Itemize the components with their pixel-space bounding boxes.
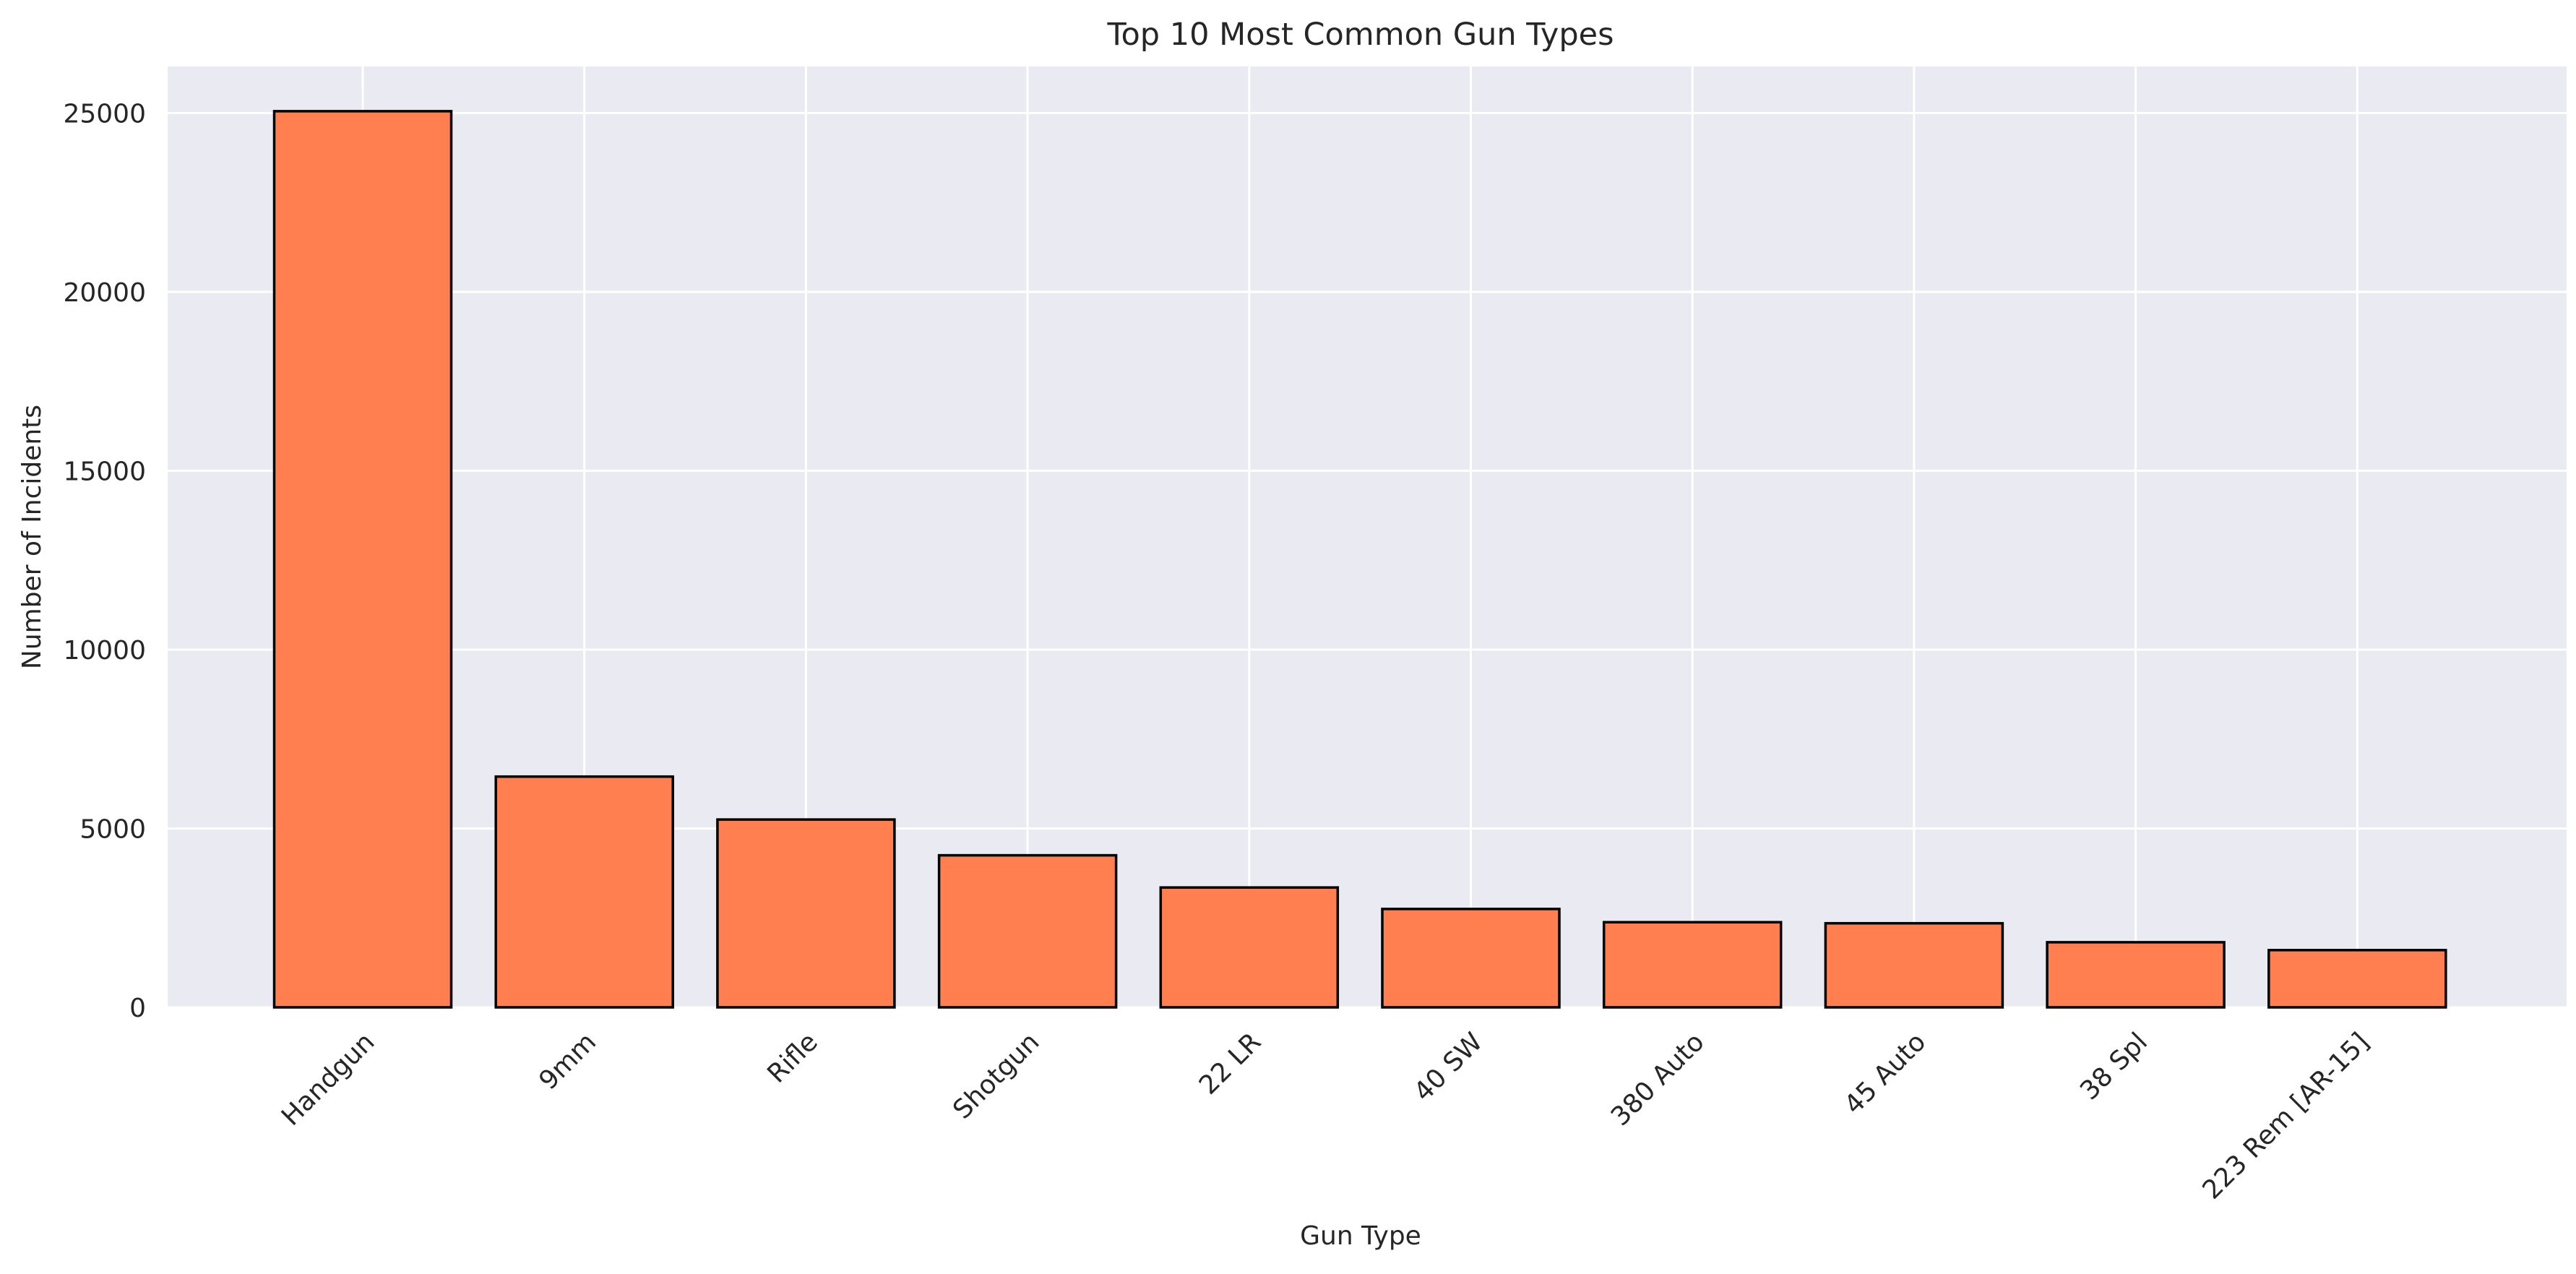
bar-rifle	[716, 818, 896, 1009]
x-tick-label: 9mm	[533, 1027, 602, 1096]
bars	[272, 110, 2447, 1009]
x-tick-label: Handgun	[276, 1027, 380, 1131]
bar-22-lr	[1159, 886, 1340, 1009]
x-tick-label: Shotgun	[947, 1027, 1045, 1124]
y-tick-labels: 0 5000 10000 15000 20000 25000	[63, 99, 146, 1023]
x-tick-label: Rifle	[762, 1027, 823, 1088]
bar-shotgun	[937, 853, 1118, 1009]
x-axis-label: Gun Type	[1300, 1221, 1421, 1251]
y-tick-label: 20000	[63, 278, 146, 308]
y-tick-label: 25000	[63, 99, 146, 129]
bar-223-rem-ar-15	[2267, 949, 2447, 1009]
y-tick-label: 0	[129, 994, 146, 1023]
chart-title: Top 10 Most Common Gun Types	[1107, 17, 1614, 53]
bar-45-auto	[1824, 921, 2004, 1009]
y-tick-label: 10000	[63, 636, 146, 666]
bar-handgun	[272, 110, 453, 1009]
x-tick-labels: Handgun 9mm Rifle Shotgun 22 LR 40 SW 380 Auto…	[276, 1027, 2375, 1205]
bar-38-spl	[2046, 941, 2226, 1009]
x-tick-label: 223 Rem [AR-15]	[2197, 1027, 2374, 1205]
x-tick-label: 22 LR	[1194, 1027, 1267, 1100]
grid-lines	[168, 66, 2567, 1009]
x-tick-label: 38 Spl	[2075, 1027, 2153, 1106]
bar-380-auto	[1602, 921, 1783, 1009]
x-tick-label: 380 Auto	[1606, 1027, 1710, 1132]
bar-9mm	[494, 775, 674, 1009]
y-axis-label: Number of Incidents	[17, 405, 47, 669]
bar-40-sw	[1381, 908, 1561, 1009]
x-tick-label: 45 Auto	[1839, 1027, 1932, 1120]
y-tick-label: 5000	[79, 814, 146, 844]
x-tick-label: 40 SW	[1408, 1027, 1489, 1107]
y-tick-label: 15000	[63, 457, 146, 486]
